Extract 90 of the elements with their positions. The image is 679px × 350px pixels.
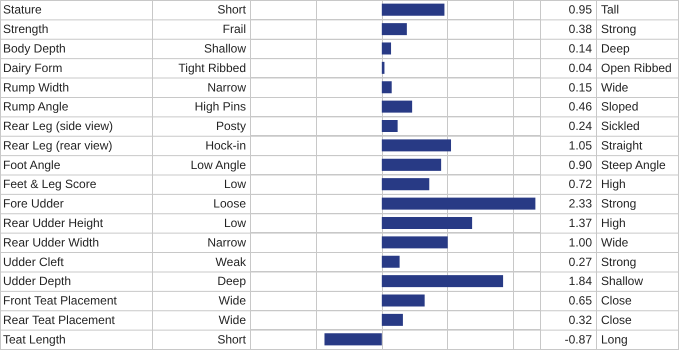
y-tick-label: Feet & Leg Score xyxy=(3,177,97,192)
text: Wide xyxy=(601,235,629,250)
data-label: 0.04 xyxy=(568,60,592,75)
text: Tall xyxy=(601,2,620,17)
text: Close xyxy=(601,294,632,308)
bar xyxy=(382,314,403,326)
data-label: 1.84 xyxy=(568,274,592,288)
bar xyxy=(382,23,407,36)
text: Hock-in xyxy=(205,138,246,152)
data-label: 0.38 xyxy=(568,22,592,36)
text: Shallow xyxy=(601,274,644,288)
text: High xyxy=(601,216,626,230)
bar xyxy=(382,158,442,171)
text: Frail xyxy=(222,22,246,36)
y-tick-label: Teat Length xyxy=(3,332,66,346)
data-label: 2.33 xyxy=(568,196,592,211)
text: Long xyxy=(601,332,628,346)
text: Narrow xyxy=(207,235,246,250)
text: Steep Angle xyxy=(601,158,666,172)
bar xyxy=(382,4,444,16)
y-tick-label: Rear Udder Width xyxy=(3,235,100,250)
bar xyxy=(382,236,448,248)
data-label: 0.65 xyxy=(568,294,592,308)
bar xyxy=(382,120,398,132)
data-label: 0.14 xyxy=(568,41,592,56)
bar xyxy=(382,62,384,74)
y-tick-label: Foot Angle xyxy=(3,158,61,172)
text: Deep xyxy=(217,274,246,288)
data-label: 1.00 xyxy=(568,235,592,250)
text: Low Angle xyxy=(190,158,246,172)
y-tick-label: Rear Leg (rear view) xyxy=(3,138,112,152)
text: Strong xyxy=(601,196,636,211)
data-label: 0.15 xyxy=(568,80,592,94)
data-label: 0.90 xyxy=(568,158,592,172)
bar xyxy=(324,333,382,346)
text: Low xyxy=(224,216,246,230)
data-label: -0.87 xyxy=(564,332,592,346)
bar xyxy=(382,216,472,229)
bar xyxy=(382,42,392,54)
text: Wide xyxy=(601,80,629,94)
text: High xyxy=(601,177,626,192)
text: Deep xyxy=(601,41,630,56)
bar xyxy=(382,256,400,268)
bar xyxy=(382,139,452,152)
text: Wide xyxy=(218,312,246,327)
y-tick-label: Rump Angle xyxy=(3,100,69,114)
text: Wide xyxy=(218,294,246,308)
bar xyxy=(382,178,430,190)
text: Strong xyxy=(601,254,636,269)
y-tick-label: Front Teat Placement xyxy=(3,294,118,308)
data-label: 0.95 xyxy=(568,2,592,17)
text: Shallow xyxy=(204,41,246,56)
text: Sloped xyxy=(601,100,638,114)
text: Posty xyxy=(216,119,246,134)
text: Strong xyxy=(601,22,636,36)
text: High Pins xyxy=(194,100,246,114)
text: Loose xyxy=(213,196,246,211)
y-tick-label: Udder Depth xyxy=(3,274,72,288)
bar xyxy=(382,275,504,288)
text: Low xyxy=(224,177,246,192)
data-label: 0.72 xyxy=(568,177,592,192)
bar xyxy=(382,100,412,113)
text: Short xyxy=(217,2,247,17)
data-label: 0.32 xyxy=(568,312,592,327)
y-tick-label: Body Depth xyxy=(3,41,66,56)
bar xyxy=(382,198,536,210)
data-label: 1.37 xyxy=(568,216,592,230)
y-tick-label: Strength xyxy=(3,22,48,36)
data-label: 1.05 xyxy=(568,138,592,152)
text: Narrow xyxy=(207,80,246,94)
data-label: 0.24 xyxy=(568,119,592,134)
text: Close xyxy=(601,312,632,327)
text: Tight Ribbed xyxy=(178,60,246,75)
y-tick-label: Rear Leg (side view) xyxy=(3,119,114,134)
text: Short xyxy=(217,332,247,346)
text: Weak xyxy=(216,254,247,269)
y-tick-label: Rear Teat Placement xyxy=(3,312,116,327)
y-tick-label: Stature xyxy=(3,2,42,17)
text: Straight xyxy=(601,138,644,152)
y-tick-label: Rump Width xyxy=(3,80,70,94)
bar xyxy=(382,81,392,94)
text: Sickled xyxy=(601,119,640,134)
text: Open Ribbed xyxy=(601,60,672,75)
data-label: 0.27 xyxy=(568,254,592,269)
y-tick-label: Udder Cleft xyxy=(3,254,64,269)
y-tick-label: Fore Udder xyxy=(3,196,64,211)
bar xyxy=(382,294,425,307)
data-label: 0.46 xyxy=(568,100,592,114)
y-tick-label: Rear Udder Height xyxy=(3,216,104,230)
y-tick-label: Dairy Form xyxy=(3,60,62,75)
